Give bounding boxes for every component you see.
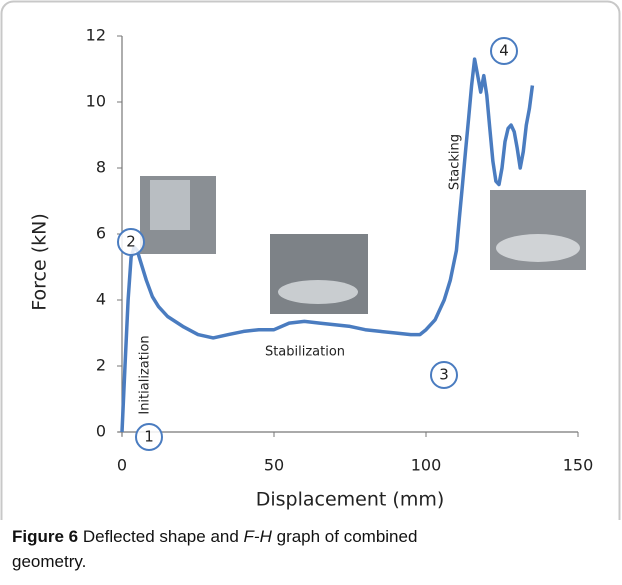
caption-label: Figure 6 xyxy=(12,527,78,546)
y-tick-label: 6 xyxy=(96,224,106,243)
annotation-number: 4 xyxy=(499,42,509,60)
y-tick-label: 8 xyxy=(96,158,106,177)
figure: Force (kN) Displacement (mm) 02468101205… xyxy=(0,0,622,585)
x-axis-title: Displacement (mm) xyxy=(256,489,445,511)
y-tick-label: 10 xyxy=(86,92,106,111)
caption-italic: F-H xyxy=(244,527,272,546)
caption: Figure 6 Deflected shape and F-H graph o… xyxy=(12,524,432,574)
y-axis-title: Force (kN) xyxy=(29,213,51,311)
annotation-text: Stabilization xyxy=(265,345,345,360)
photo-detail xyxy=(278,280,358,304)
y-tick-label: 2 xyxy=(96,356,106,375)
y-tick-label: 4 xyxy=(96,290,106,309)
photo-detail xyxy=(150,180,190,230)
annotation-number: 2 xyxy=(126,233,136,251)
annotation-text: Stacking xyxy=(448,134,463,190)
annotation-number: 3 xyxy=(439,366,449,384)
annotation-number: 1 xyxy=(144,428,154,446)
x-tick-label: 100 xyxy=(411,456,442,475)
x-tick-label: 0 xyxy=(117,456,127,475)
photo-detail xyxy=(496,234,580,262)
y-tick-label: 0 xyxy=(96,422,106,441)
annotation-text: Initialization xyxy=(138,335,153,414)
caption-text: Deflected shape and xyxy=(83,527,239,546)
x-tick-label: 50 xyxy=(264,456,284,475)
y-tick-label: 12 xyxy=(86,26,106,45)
x-tick-label: 150 xyxy=(563,456,594,475)
